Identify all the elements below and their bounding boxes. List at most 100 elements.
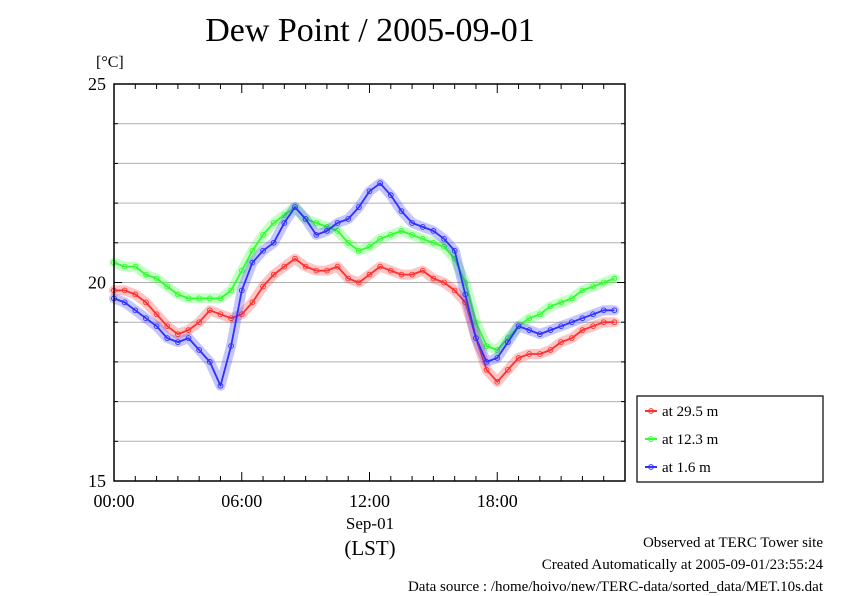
data-point bbox=[175, 339, 181, 345]
data-point bbox=[238, 311, 245, 318]
data-point bbox=[505, 366, 511, 373]
data-point bbox=[611, 275, 618, 282]
data-point bbox=[153, 323, 160, 330]
data-point bbox=[313, 267, 320, 274]
data-point bbox=[409, 271, 415, 278]
data-point bbox=[153, 311, 160, 318]
data-point bbox=[196, 347, 203, 353]
data-point bbox=[132, 291, 139, 298]
data-point bbox=[590, 323, 596, 330]
x-tick-label: 18:00 bbox=[477, 491, 518, 511]
data-point bbox=[505, 339, 511, 345]
data-point bbox=[398, 208, 405, 214]
footer-site: Observed at TERC Tower site bbox=[642, 535, 823, 551]
data-point bbox=[526, 315, 533, 322]
data-point bbox=[143, 299, 149, 306]
data-point bbox=[398, 271, 405, 278]
data-point bbox=[558, 299, 564, 306]
data-point bbox=[196, 319, 203, 326]
data-point bbox=[419, 235, 426, 242]
data-point bbox=[292, 255, 298, 262]
data-point bbox=[579, 287, 586, 294]
data-point bbox=[377, 180, 383, 187]
data-point bbox=[345, 275, 352, 282]
data-point bbox=[473, 335, 479, 341]
data-point bbox=[526, 327, 533, 333]
data-point bbox=[494, 355, 501, 361]
data-point bbox=[377, 263, 383, 270]
data-point bbox=[324, 228, 330, 234]
data-point bbox=[356, 279, 362, 286]
data-point bbox=[568, 319, 575, 326]
data-point bbox=[409, 232, 415, 238]
data-point bbox=[568, 295, 575, 302]
data-point bbox=[441, 243, 447, 250]
data-point bbox=[185, 295, 192, 302]
data-point bbox=[238, 267, 245, 274]
y-tick-label: 25 bbox=[88, 74, 106, 94]
data-point bbox=[153, 275, 160, 282]
data-point bbox=[515, 323, 522, 330]
data-point bbox=[217, 311, 224, 318]
data-point bbox=[143, 315, 149, 322]
x-date-label: Sep-01 bbox=[345, 514, 395, 533]
data-point bbox=[441, 235, 447, 242]
data-point bbox=[600, 319, 607, 326]
data-point bbox=[228, 287, 234, 294]
data-point bbox=[281, 220, 288, 226]
data-point bbox=[121, 299, 128, 306]
data-point bbox=[324, 224, 330, 230]
data-point bbox=[536, 351, 543, 357]
data-point bbox=[260, 247, 266, 254]
legend-marker bbox=[648, 408, 654, 414]
data-point bbox=[356, 247, 362, 254]
x-zone-label: (LST) bbox=[344, 536, 396, 560]
data-point bbox=[419, 267, 426, 274]
data-point bbox=[228, 343, 234, 349]
data-point bbox=[175, 291, 181, 298]
data-point bbox=[164, 283, 171, 290]
data-point bbox=[334, 263, 341, 270]
data-point bbox=[366, 188, 373, 195]
data-point bbox=[175, 331, 181, 337]
data-point bbox=[345, 216, 352, 222]
legend: at 29.5 m at 12.3 m at 1.6 m bbox=[636, 395, 824, 483]
data-point bbox=[238, 287, 245, 294]
data-point bbox=[206, 359, 213, 365]
data-point bbox=[494, 347, 501, 353]
data-point bbox=[249, 259, 256, 266]
data-point bbox=[217, 295, 224, 302]
data-point bbox=[206, 307, 213, 314]
data-point bbox=[356, 204, 362, 210]
data-point bbox=[164, 335, 171, 341]
data-point bbox=[590, 283, 596, 290]
data-point bbox=[281, 212, 288, 218]
data-point bbox=[121, 263, 128, 270]
data-point bbox=[387, 192, 394, 199]
data-point bbox=[164, 323, 171, 330]
data-point bbox=[547, 347, 554, 353]
legend-box bbox=[636, 395, 824, 483]
data-point bbox=[185, 335, 192, 341]
legend-label: at 1.6 m bbox=[662, 460, 711, 476]
data-point bbox=[526, 351, 533, 357]
data-point bbox=[536, 311, 543, 318]
data-point bbox=[483, 343, 490, 349]
x-tick-label: 12:00 bbox=[349, 491, 390, 511]
series-band bbox=[109, 253, 620, 387]
data-point bbox=[600, 279, 607, 286]
data-point bbox=[430, 228, 437, 234]
data-point bbox=[302, 263, 309, 270]
data-point bbox=[494, 378, 501, 385]
data-point bbox=[579, 327, 586, 333]
legend-marker bbox=[648, 464, 654, 470]
footer-source: Data source : /home/hoivo/new/TERC-data/… bbox=[407, 579, 823, 595]
data-point bbox=[536, 331, 543, 337]
ticks: 15 20 25 00:00 06:00 12:00 18:00 bbox=[88, 74, 626, 511]
data-point bbox=[590, 311, 596, 318]
data-point bbox=[451, 247, 458, 254]
data-point bbox=[558, 339, 564, 345]
data-point bbox=[260, 283, 266, 290]
data-point bbox=[249, 247, 256, 254]
data-point bbox=[398, 228, 405, 234]
